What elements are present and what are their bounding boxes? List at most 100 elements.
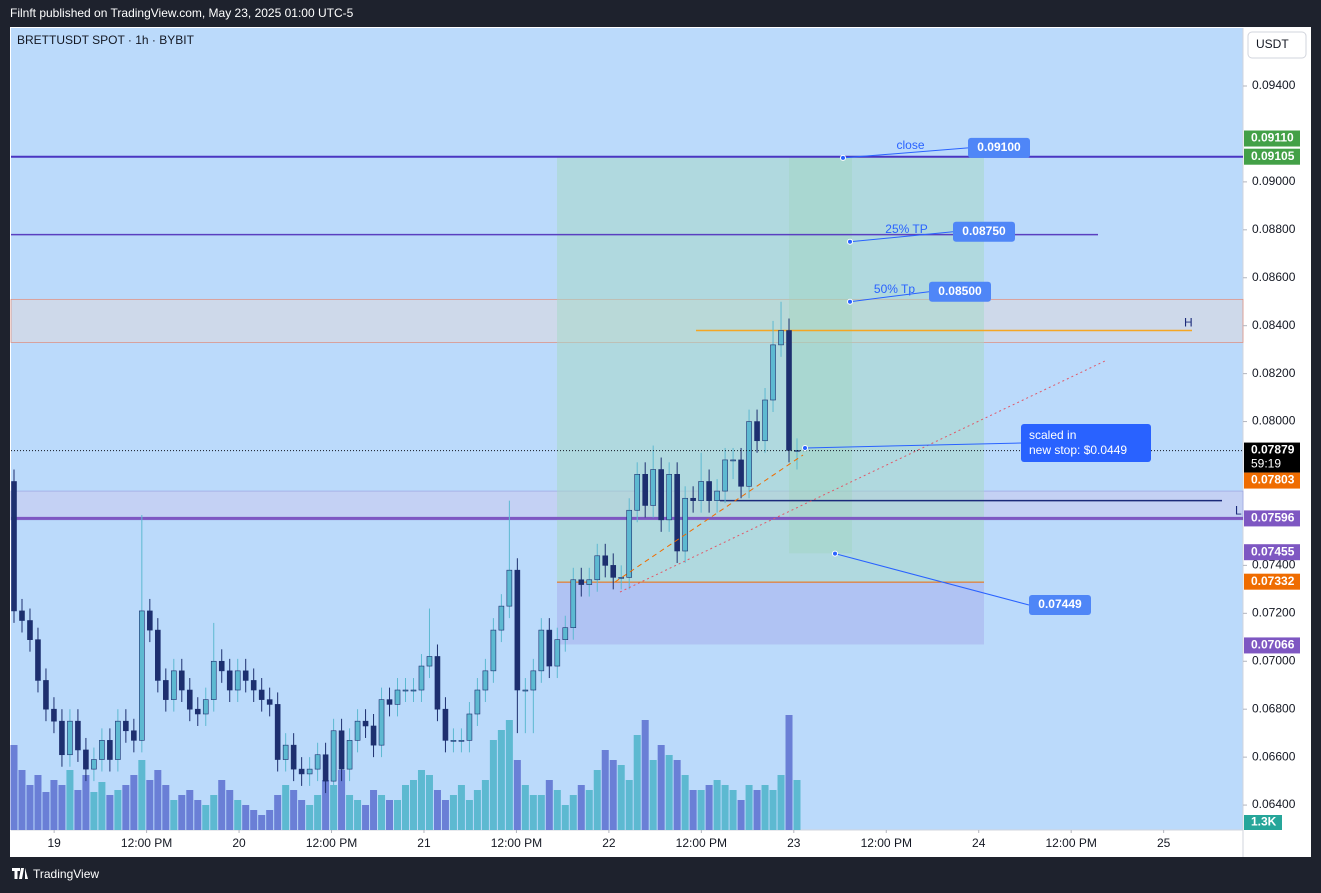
volume-bar	[362, 805, 370, 830]
price-tag	[1244, 573, 1300, 590]
currency-button[interactable]	[1247, 31, 1307, 59]
volume-bar	[330, 785, 338, 830]
brand	[12, 868, 28, 879]
volume-bar	[186, 790, 194, 830]
candle-body	[674, 474, 680, 552]
candle-body	[546, 629, 553, 667]
volume-bar	[258, 815, 266, 830]
candle-body	[43, 680, 49, 710]
candle-body	[226, 670, 233, 691]
candle-body	[714, 490, 720, 501]
volume-bar	[665, 755, 673, 830]
currency[interactable]: USDT	[1256, 37, 1289, 51]
volume-bar	[402, 785, 409, 830]
volume-bar	[346, 795, 354, 830]
y-tick-label: 0.06400	[1252, 797, 1296, 811]
annotation-box	[968, 137, 1030, 158]
candle-body	[258, 689, 265, 700]
callout-text: scaled in	[1029, 428, 1076, 442]
candle-body	[35, 639, 41, 681]
price-tag	[1244, 637, 1300, 654]
stop-box	[1029, 595, 1091, 615]
y-tick-label: 0.06800	[1252, 701, 1296, 715]
candle-body	[27, 620, 33, 640]
volume-bar	[481, 780, 489, 830]
logo	[12, 868, 28, 879]
candle-body	[394, 689, 401, 705]
candle-body	[91, 759, 97, 770]
volume-bar	[386, 800, 394, 830]
annotation-text: 50% Tp	[874, 282, 915, 296]
y-tick-label: 0.08600	[1252, 270, 1296, 284]
candle-body	[602, 555, 609, 566]
price-tag-label: 0.09110	[1251, 131, 1294, 145]
annotation-anchor	[847, 238, 853, 245]
callout-box	[1021, 424, 1151, 462]
volume-bar	[338, 770, 346, 830]
volume-bar	[154, 770, 162, 830]
candle-body	[290, 744, 297, 770]
annotation-value: 0.08500	[938, 284, 982, 298]
callout-text: new stop: $0.0449	[1029, 443, 1127, 457]
volume-bar	[282, 785, 290, 830]
candle-body	[754, 421, 760, 442]
annotation-value: 0.09100	[977, 140, 1021, 154]
price-tag-label: 0.07332	[1251, 574, 1295, 588]
volume-bar	[529, 795, 537, 830]
volume-bar	[226, 790, 234, 830]
candle-body	[682, 497, 688, 552]
volume-bar	[409, 780, 417, 830]
volume-bar	[625, 780, 633, 830]
candle-body	[346, 740, 353, 770]
candle-body	[234, 670, 241, 691]
volume-bar	[234, 800, 242, 830]
volume-bar	[785, 715, 793, 830]
volume-bar	[673, 760, 681, 830]
volume-bar	[681, 775, 689, 830]
candle-body	[762, 399, 768, 442]
annotation-box	[953, 221, 1015, 242]
price-tag-label: 0.07066	[1251, 638, 1295, 652]
volume-bar	[354, 800, 362, 830]
candle-body	[570, 579, 577, 629]
candle-body	[330, 730, 337, 782]
volume-bar	[170, 800, 178, 830]
candle-body	[458, 740, 465, 742]
price-tag-label: 0.07455	[1251, 544, 1295, 558]
candle-body	[498, 605, 505, 631]
volume-bar	[697, 790, 705, 830]
volume-bar	[729, 790, 737, 830]
volume-bar	[417, 770, 425, 830]
volume-bar	[194, 800, 202, 830]
volume-bar	[18, 770, 26, 830]
volume-bar	[34, 775, 42, 830]
candle-body	[163, 680, 169, 700]
candle-body	[67, 720, 73, 756]
candle-body	[706, 481, 712, 501]
volume-bar	[122, 785, 130, 830]
volume-tag	[1244, 815, 1282, 830]
volume-bar	[689, 790, 697, 830]
candle-body	[650, 469, 656, 506]
candle-body	[19, 610, 25, 621]
volume-bar	[537, 795, 545, 830]
candle-body	[514, 569, 521, 691]
price-tag	[1244, 442, 1300, 473]
candle-body	[378, 699, 385, 746]
volume-bar	[593, 770, 601, 830]
volume-bar	[577, 785, 585, 830]
candle-body	[634, 474, 641, 511]
candle-body	[434, 656, 441, 710]
candle-body	[202, 699, 209, 715]
stop-line	[834, 553, 1030, 606]
candle-body	[370, 725, 377, 746]
volume-bar	[633, 735, 641, 830]
candle-body	[466, 713, 473, 741]
candle-body	[410, 689, 417, 692]
annotation-value: 0.08750	[962, 224, 1006, 238]
volume-bar	[146, 780, 154, 830]
candle-body	[298, 768, 305, 775]
volume-bar	[585, 790, 593, 830]
volume-bar	[82, 775, 90, 830]
